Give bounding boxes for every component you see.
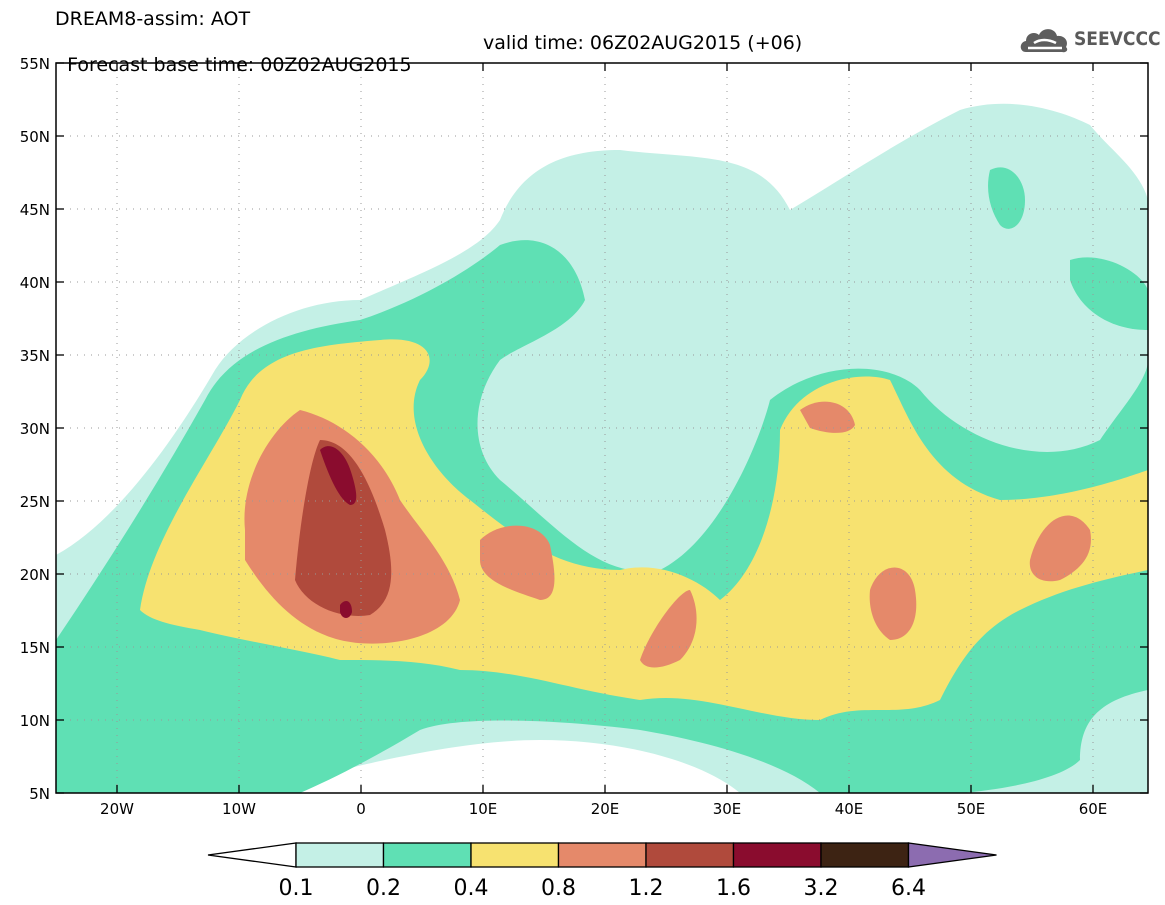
lon-tick-label: 0 (356, 800, 366, 818)
lat-tick-label: 10N (20, 712, 50, 730)
colorbar-level-label: 0.1 (278, 876, 314, 901)
aot-fields (56, 103, 1148, 793)
lat-tick-label: 5N (29, 785, 50, 803)
lat-tick-label: 50N (20, 128, 50, 146)
lon-tick-label: 40E (835, 800, 864, 818)
valid-time: valid time: 06Z02AUG2015 (+06) (483, 32, 803, 54)
colorbar-segment (557, 842, 647, 868)
aot-contour-1.6 (320, 446, 357, 505)
forecast-times: Forecast base time: 00Z02AUG2015 valid t… (55, 32, 802, 98)
lat-tick-label: 35N (20, 347, 50, 365)
lon-tick-label: 10W (222, 800, 256, 818)
lat-tick-label: 20N (20, 566, 50, 584)
colorbar-max-arrow (907, 842, 997, 868)
aot-contour-0.8b (480, 525, 555, 600)
aot-contour-1.2 (295, 440, 392, 616)
seevccc-logo: SEEVCCC (1018, 22, 1161, 56)
colorbar-level-label: 0.8 (541, 876, 576, 901)
lat-tick-label: 30N (20, 420, 50, 438)
colorbar-segment (820, 842, 910, 868)
colorbar-segment (470, 842, 560, 868)
colorbar (207, 842, 997, 868)
lon-tick-label: 10E (469, 800, 498, 818)
colorbar-segment (295, 842, 385, 868)
colorbar-level-label: 0.2 (366, 876, 401, 901)
aot-contour-0.8f (1029, 515, 1091, 582)
colorbar-level-label: 0.4 (453, 876, 489, 901)
graticule (56, 63, 1148, 793)
lon-tick-label: 60E (1079, 800, 1108, 818)
aot-contour-0.8d (800, 401, 855, 433)
lon-tick-label: 20W (100, 800, 134, 818)
latitude-ticks: 55N 50N 45N 40N 35N 30N 25N 20N 15N 10N 5N (20, 55, 1148, 803)
aot-contour-1.6b (340, 600, 352, 618)
colorbar-level-label: 6.4 (891, 876, 926, 901)
aot-contour-0.8e (869, 567, 917, 640)
longitude-ticks: 20W 10W 0 10E 20E 30E 40E 50E 60E (100, 63, 1107, 818)
lon-tick-label: 50E (957, 800, 986, 818)
lat-tick-label: 45N (20, 201, 50, 219)
colorbar-level-label: 1.2 (628, 876, 664, 901)
colorbar-segment (382, 842, 472, 868)
base-time: Forecast base time: 00Z02AUG2015 (67, 54, 412, 76)
cloud-icon (1020, 29, 1068, 53)
lat-tick-label: 15N (20, 639, 50, 657)
colorbar-level-label: 1.6 (716, 876, 751, 901)
lat-tick-label: 25N (20, 493, 50, 511)
aot-contour-0.2c (988, 167, 1025, 229)
lat-tick-label: 40N (20, 274, 50, 292)
logo-text: SEEVCCC (1074, 28, 1161, 50)
colorbar-segment (645, 842, 735, 868)
colorbar-level-label: 3.2 (803, 876, 839, 901)
lon-tick-label: 20E (591, 800, 620, 818)
aot-contour-0.2b (1070, 257, 1148, 330)
colorbar-segment (732, 842, 822, 868)
map-title: DREAM8-assim: AOT (55, 8, 251, 30)
colorbar-min-arrow (207, 842, 297, 868)
aot-contour-0.8c (640, 590, 697, 668)
lat-tick-label: 55N (20, 55, 50, 73)
lon-tick-label: 30E (713, 800, 742, 818)
aot-contour-0.1b (920, 127, 1060, 210)
